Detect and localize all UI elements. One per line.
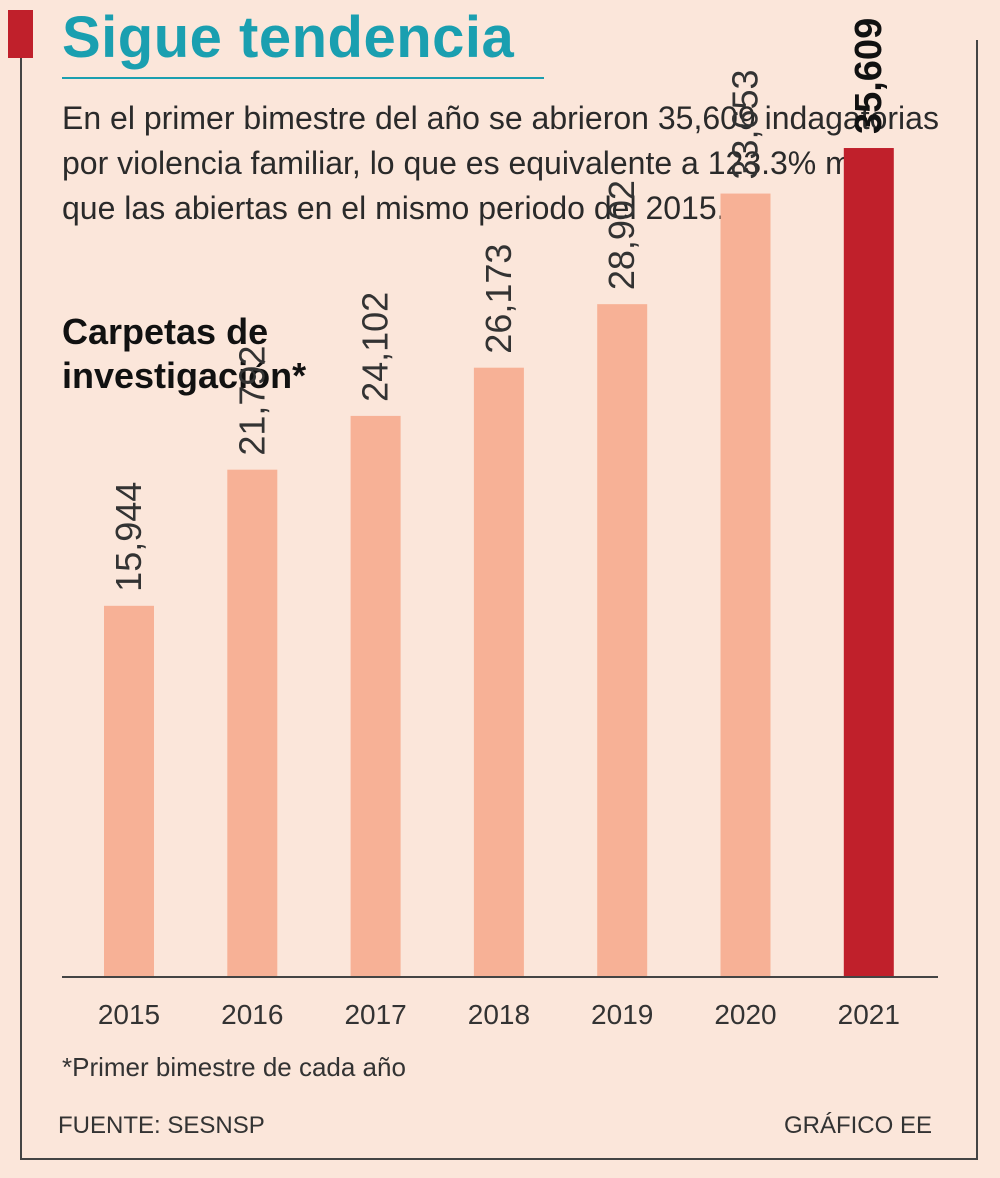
title-accent-bar [8, 10, 33, 58]
intro-text: En el primer bimestre del año se abriero… [62, 100, 939, 226]
value-label-2020: 33,653 [725, 69, 766, 179]
bar-2020 [720, 193, 771, 977]
value-label-2015: 15,944 [108, 482, 149, 592]
bar-2021 [843, 148, 894, 978]
infographic-frame [20, 40, 978, 1160]
value-label-2018: 26,173 [478, 244, 519, 354]
x-tick-label-2019: 2019 [591, 999, 653, 1030]
source-credit: FUENTE: SESNSP [58, 1112, 265, 1139]
bar-2016 [227, 469, 278, 977]
graphic-credit: GRÁFICO EE [783, 1112, 932, 1139]
bar-2017 [350, 415, 401, 978]
value-label-2017: 24,102 [355, 292, 396, 402]
page-title: Sigue tendencia [62, 5, 515, 70]
x-tick-label-2017: 2017 [344, 999, 406, 1030]
value-label-2016: 21,792 [231, 346, 272, 456]
footnote: *Primer bimestre de cada año [62, 1052, 406, 1082]
x-tick-label-2016: 2016 [221, 999, 283, 1030]
x-tick-label-2021: 2021 [838, 999, 900, 1030]
x-tick-label-2020: 2020 [714, 999, 776, 1030]
bar-2018 [473, 367, 524, 977]
x-tick-label-2018: 2018 [468, 999, 530, 1030]
chart-title: Carpetas de investigación* [62, 311, 307, 396]
bar-2019 [597, 304, 648, 977]
x-tick-label-2015: 2015 [98, 999, 160, 1030]
value-label-2021: 35,609 [848, 18, 890, 134]
value-label-2019: 28,902 [601, 180, 642, 290]
bar-2015 [104, 605, 154, 977]
title-underline [62, 77, 544, 79]
